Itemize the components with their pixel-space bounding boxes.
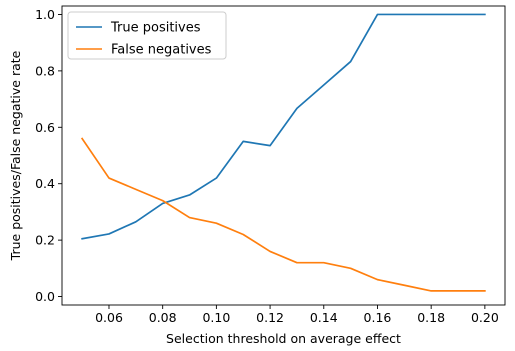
x-tick-label: 0.18 [417, 310, 445, 325]
y-tick-label: 0.0 [35, 289, 55, 304]
legend-label-true-positives: True positives [110, 21, 201, 36]
y-axis-label: True positives/False negative rate [8, 50, 23, 261]
x-tick-label: 0.20 [471, 310, 499, 325]
y-tick-label: 0.6 [35, 120, 55, 135]
legend-box [67, 11, 227, 60]
plot-area [61, 5, 506, 306]
x-tick-label: 0.10 [202, 310, 230, 325]
plot-frame [61, 5, 506, 306]
x-tick-label: 0.14 [310, 310, 338, 325]
series-layer [80, 13, 486, 292]
y-tick-label: 0.2 [35, 233, 55, 248]
y-axis: 0.0 0.2 0.4 0.6 0.8 1.0 [35, 7, 62, 304]
y-tick-label: 1.0 [35, 7, 55, 22]
x-tick-label: 0.08 [149, 310, 177, 325]
legend-label-false-negatives: False negatives [111, 43, 212, 58]
legend: True positives False negatives [67, 11, 227, 60]
x-axis-label: Selection threshold on average effect [166, 331, 401, 346]
series-line-1 [80, 137, 486, 292]
x-tick-label: 0.06 [95, 310, 123, 325]
series-line-0 [81, 13, 486, 240]
x-axis: 0.06 0.08 0.10 0.12 0.14 0.16 0.18 0.20 [95, 305, 499, 325]
y-tick-label: 0.4 [35, 176, 55, 191]
x-tick-label: 0.12 [256, 310, 284, 325]
x-tick-label: 0.16 [364, 310, 392, 325]
y-tick-label: 0.8 [35, 63, 55, 78]
